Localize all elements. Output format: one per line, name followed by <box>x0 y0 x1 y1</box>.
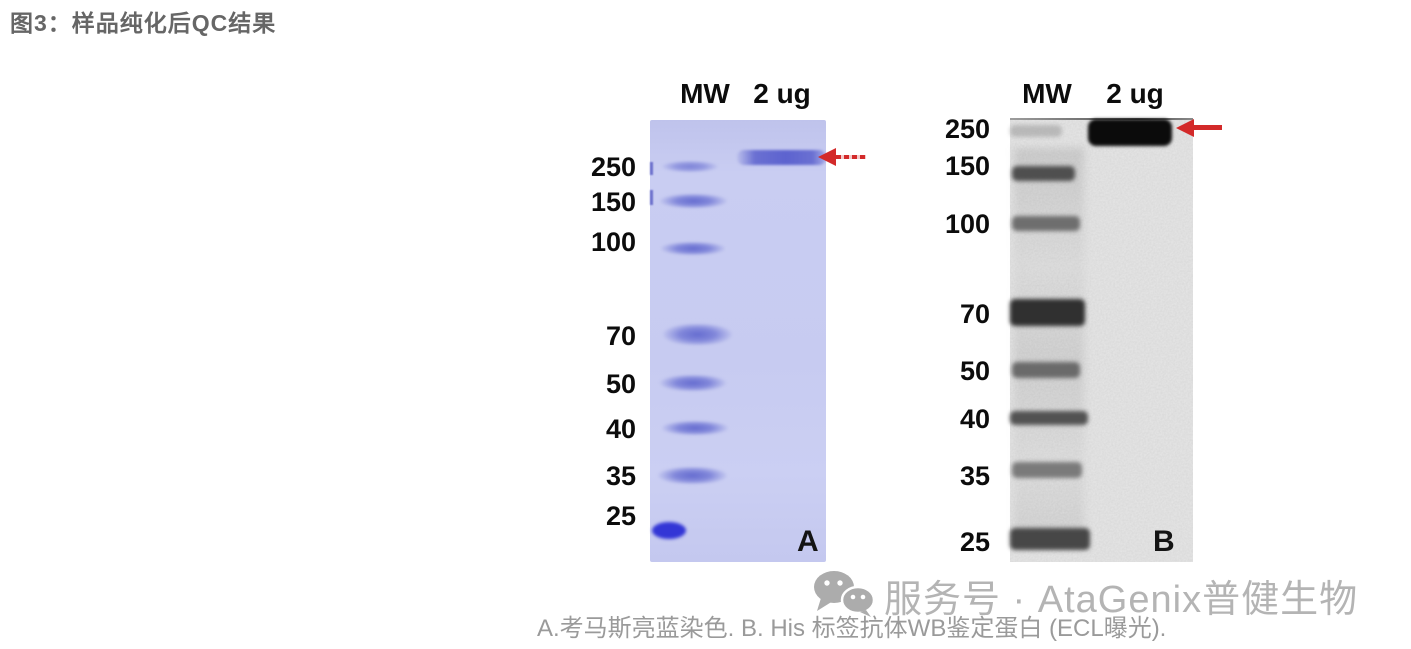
panel-a-ladder-50: 50 <box>605 369 636 399</box>
band-b-250 <box>1010 125 1062 137</box>
band-b-50 <box>1012 362 1080 378</box>
panel-a-ladder-150: 150 <box>590 187 636 217</box>
band-b-35 <box>1012 462 1082 478</box>
gel-a-edge-mark <box>650 162 653 175</box>
panel-b-ladder-100: 100 <box>944 209 990 239</box>
figure-title: 图3：样品纯化后QC结果 <box>10 10 277 36</box>
watermark-text: 服务号 · AtaGenix普健生物 <box>884 579 1359 621</box>
gel-image-western-blot: B <box>1010 118 1193 562</box>
band-a-40 <box>662 421 728 435</box>
sample-band-a <box>737 150 826 165</box>
band-a-70 <box>663 324 732 345</box>
band-b-150 <box>1012 166 1075 181</box>
panel-b-ladder-35: 35 <box>959 461 990 491</box>
band-a-35 <box>658 467 727 484</box>
panel-b-ladder-50: 50 <box>959 356 990 386</box>
blot-noise-texture <box>1010 118 1193 562</box>
panel-a-ladder-40: 40 <box>605 414 636 444</box>
panel-b-ladder-40: 40 <box>959 404 990 434</box>
panel-a-lane-sample-header: 2 ug <box>753 78 811 109</box>
panel-b-lane-sample-header: 2 ug <box>1106 78 1164 109</box>
arrow-icon-panel-a <box>818 148 836 166</box>
band-a-250 <box>662 161 718 172</box>
panel-a-lane-mw-header: MW <box>680 78 730 109</box>
panel-a-ladder-25: 25 <box>605 501 636 531</box>
panel-a-ladder-100: 100 <box>590 227 636 257</box>
gel-image-coomassie: A <box>650 120 826 562</box>
panel-b-lane-mw-header: MW <box>1022 78 1072 109</box>
arrow-icon-panel-b <box>1176 119 1194 137</box>
panel-b-ladder-25: 25 <box>959 527 990 557</box>
band-b-40 <box>1010 411 1088 425</box>
panel-b-letter: B <box>1153 525 1175 558</box>
panel-b-ladder-70: 70 <box>959 299 990 329</box>
band-b-70 <box>1010 299 1085 326</box>
panel-a-ladder-35: 35 <box>605 461 636 491</box>
band-a-50 <box>660 375 726 391</box>
wechat-icon <box>814 571 876 617</box>
gel-a-edge-mark <box>650 190 653 205</box>
band-a-100 <box>661 242 725 255</box>
panel-b-ladder-250: 250 <box>944 114 990 144</box>
band-b-100 <box>1012 216 1080 231</box>
arrow-shaft-panel-a <box>836 155 866 159</box>
band-a-150 <box>660 194 727 208</box>
sample-band-b <box>1088 119 1172 146</box>
panel-b-ladder-150: 150 <box>944 151 990 181</box>
arrow-shaft-panel-b <box>1194 125 1222 130</box>
panel-a-letter: A <box>797 525 819 558</box>
figure-caption: A.考马斯亮蓝染色. B. His 标签抗体WB鉴定蛋白 (ECL曝光). <box>537 615 1167 642</box>
panel-a-ladder-70: 70 <box>605 321 636 351</box>
marker-lane-smear <box>1014 148 1084 543</box>
panel-a-ladder-250: 250 <box>590 152 636 182</box>
band-a-25 <box>652 522 686 539</box>
band-b-25 <box>1010 528 1090 550</box>
